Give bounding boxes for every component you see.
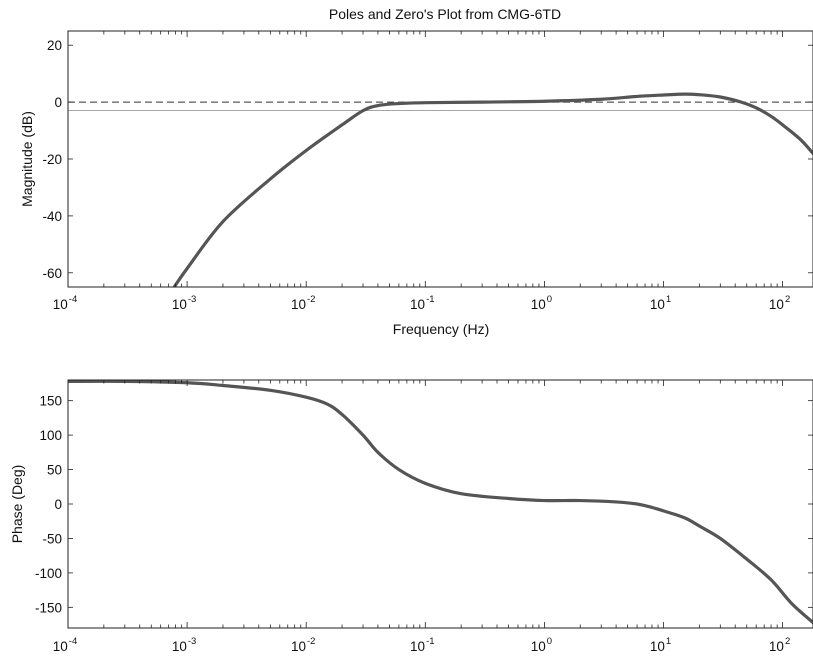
magnitude-axes-box xyxy=(67,30,813,288)
phase-xtick-label: 10-4 xyxy=(53,636,77,654)
plot-title: Poles and Zero's Plot from CMG-6TD xyxy=(329,6,561,22)
magnitude-xtick-label: 100 xyxy=(531,294,552,312)
phase-xtick-label: 10-3 xyxy=(172,636,196,654)
magnitude-xtick-label: 102 xyxy=(769,294,790,312)
phase-ylabel: Phase (Deg) xyxy=(9,465,25,544)
magnitude-ytick-label: -40 xyxy=(42,209,62,224)
magnitude-ytick-label: -20 xyxy=(42,152,62,167)
phase-ytick-label: -100 xyxy=(35,566,62,581)
phase-panel: 10-4 10-3 10-2 10-1 100 101 102 150 100 50 0 -50 -10… xyxy=(9,379,813,654)
phase-ytick-label: 100 xyxy=(39,428,62,443)
phase-xtick-label: 10-2 xyxy=(291,636,315,654)
magnitude-xtick-label: 10-2 xyxy=(291,294,315,312)
phase-ytick-label: 50 xyxy=(47,463,62,478)
phase-xtick-label: 102 xyxy=(769,636,790,654)
magnitude-series-line xyxy=(172,92,813,287)
magnitude-ylabel: Magnitude (dB) xyxy=(19,111,35,207)
phase-axes-box xyxy=(67,379,813,629)
phase-xtick-label: 100 xyxy=(531,636,552,654)
magnitude-ytick-label: 20 xyxy=(47,38,62,53)
phase-xtick-label: 101 xyxy=(650,636,671,654)
magnitude-xtick-label: 101 xyxy=(650,294,671,312)
magnitude-panel: 10-4 10-3 10-2 10-1 100 101 102 20 0 -20 -40 -60 Fr… xyxy=(19,30,813,337)
phase-xtick-label: 10-1 xyxy=(410,636,434,654)
phase-ytick-label: 0 xyxy=(54,497,62,512)
phase-ytick-label: -150 xyxy=(35,600,62,615)
magnitude-xtick-label: 10-3 xyxy=(172,294,196,312)
magnitude-xlabel: Frequency (Hz) xyxy=(393,321,489,337)
phase-ytick-label: 150 xyxy=(39,394,62,409)
magnitude-ytick-label: -60 xyxy=(42,266,62,281)
magnitude-xtick-label: 10-4 xyxy=(53,294,77,312)
magnitude-xtick-label: 10-1 xyxy=(410,294,434,312)
magnitude-ytick-label: 0 xyxy=(54,95,62,110)
phase-series-line xyxy=(68,380,813,625)
phase-ytick-label: -50 xyxy=(42,531,62,546)
